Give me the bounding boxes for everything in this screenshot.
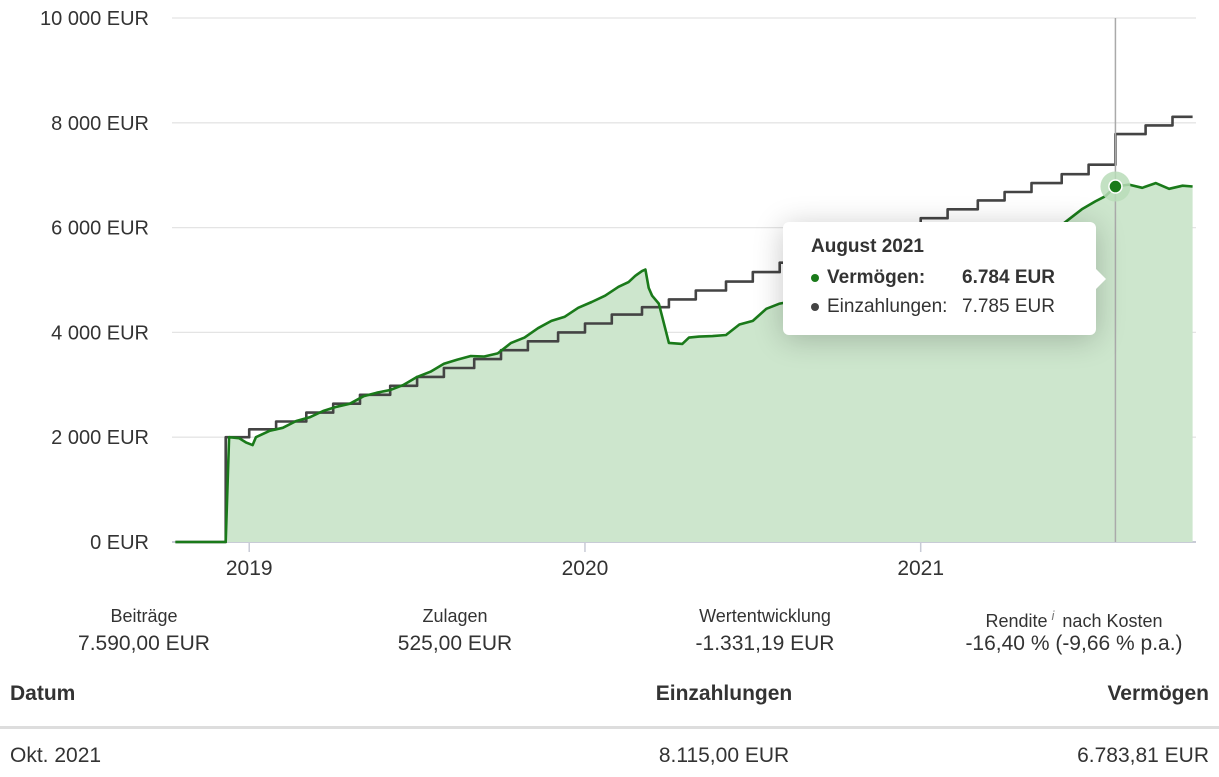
tooltip-title: August 2021 [811,236,924,257]
table-row[interactable]: Okt. 2021 8.115,00 EUR 6.783,81 EUR [0,729,1219,777]
stat-label: Wertentwicklung [699,606,831,626]
stat-label: Zulagen [422,606,488,626]
cell-vermoegen: 6.783,81 EUR [1077,744,1209,767]
cell-datum: Okt. 2021 [10,744,102,767]
tooltip-row-einzahlungen: Einzahlungen: 7.785 EUR [811,292,1096,321]
y-axis: 0 EUR 2 000 EUR 4 000 EUR 6 000 EUR 8 000 EU… [40,8,149,554]
y-tick-label: 6 000 EUR [51,218,149,240]
x-tick-label: 2021 [897,557,944,580]
tooltip-value: 6.784 EUR [962,266,1055,288]
tooltip-label: Vermögen: [827,266,926,288]
stat-label: Rendite i nach Kosten [919,603,1219,631]
y-tick-label: 8 000 EUR [51,113,149,135]
table-header: Datum Einzahlungen Vermögen [0,672,1219,729]
stat-zulagen: Zulagen 525,00 EUR [305,603,605,659]
y-tick-label: 4 000 EUR [51,322,149,344]
summary-stats: Beiträge 7.590,00 EUR Zulagen 525,00 EUR… [0,603,1219,663]
stat-label-text: Rendite [985,611,1048,631]
header-datum[interactable]: Datum [10,682,76,705]
y-tick-label: 10 000 EUR [40,8,149,30]
header-vermoegen[interactable]: Vermögen [1107,682,1209,705]
stat-value: -16,40 % (-9,66 % p.a.) [965,632,1183,655]
tooltip-dot-icon [811,273,819,282]
stat-wertentwicklung: Wertentwicklung -1.331,19 EUR [615,603,915,659]
hover-point[interactable] [1108,179,1123,194]
x-axis: 2019 2020 2021 [226,542,944,580]
series-line-einzahlungen[interactable] [175,115,1193,544]
x-tick-label: 2020 [562,557,609,580]
stat-value: -1.331,19 EUR [695,632,835,655]
tooltip-row-vermoegen: Vermögen: 6.784 EUR [811,263,1096,292]
tooltip-dot-icon [811,302,819,311]
tooltip-label: Einzahlungen: [827,295,948,317]
info-icon[interactable]: i [1051,608,1055,623]
stat-value: 525,00 EUR [397,632,513,655]
header-einzahlungen[interactable]: Einzahlungen [655,682,793,705]
tooltip-value: 7.785 EUR [962,295,1055,317]
y-tick-label: 0 EUR [90,532,149,554]
stat-label: Beiträge [110,606,178,626]
data-table: Datum Einzahlungen Vermögen Okt. 2021 8.… [0,672,1219,777]
chart-tooltip: August 2021 Vermögen: 6.784 EUR Einzahlu… [783,222,1106,335]
hover-marker [1100,18,1131,542]
x-tick-label: 2019 [226,557,273,580]
stat-rendite: Rendite i nach Kosten -16,40 % (-9,66 % p.… [919,603,1219,659]
cell-einzahlungen: 8.115,00 EUR [658,744,790,767]
y-tick-label: 2 000 EUR [51,427,149,449]
stat-beitraege: Beiträge 7.590,00 EUR [0,603,294,659]
stat-label-suffix: nach Kosten [1062,611,1163,631]
stat-value: 7.590,00 EUR [78,632,210,655]
